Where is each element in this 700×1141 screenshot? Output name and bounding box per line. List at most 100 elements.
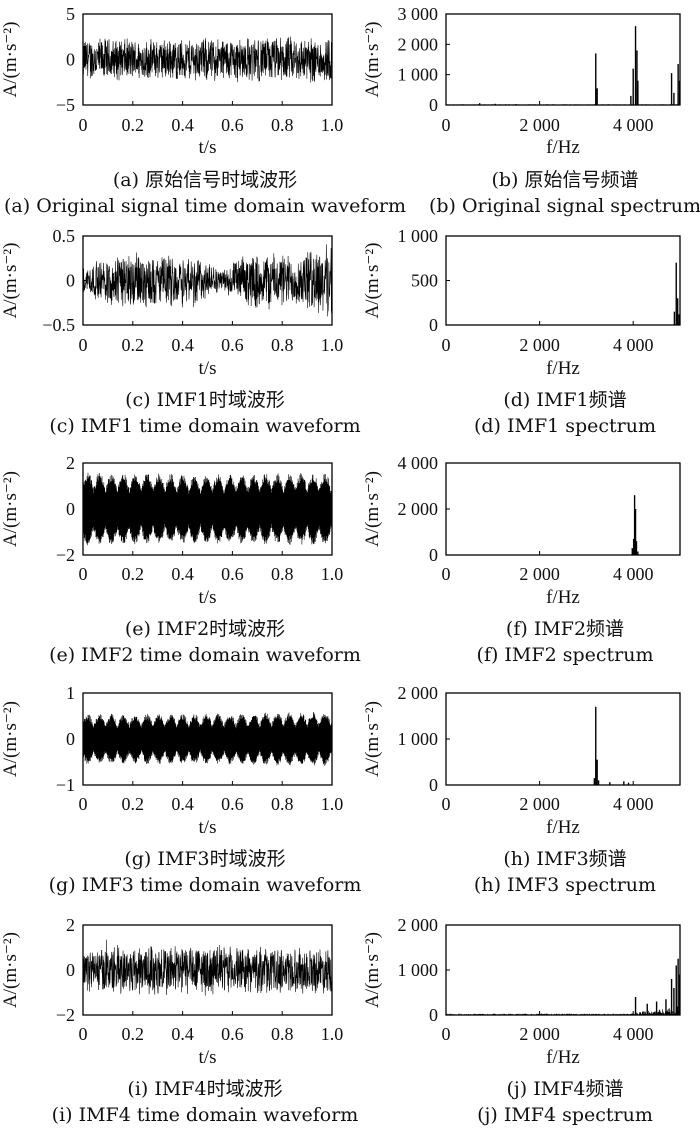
plot-frame — [445, 235, 681, 326]
y-tick-label: −0.5 — [42, 315, 75, 335]
x-axis-label: t/s — [199, 817, 217, 838]
y-tick-label: 2 000 — [398, 683, 439, 703]
y-tick-label: 1 000 — [398, 65, 439, 85]
x-tick-label: 0 — [442, 1024, 451, 1044]
x-tick-label: 2 000 — [519, 794, 560, 814]
x-tick-label: 4 000 — [613, 115, 654, 135]
series-line — [82, 244, 333, 317]
y-tick-label: 2 000 — [398, 499, 439, 519]
y-axis-label: A/(m·s⁻²) — [362, 471, 383, 547]
x-tick-label: 2 000 — [519, 564, 560, 584]
x-tick-label: 1.0 — [321, 115, 344, 135]
series-line — [82, 939, 333, 996]
x-tick-label: 1.0 — [321, 335, 344, 355]
panel-f: 0 2 000 4 000 0 2 000 4 000 f/Hz A/(m·s⁻²) (f) I… — [362, 453, 681, 666]
x-tick-label: 0.4 — [171, 564, 194, 584]
series-line — [82, 36, 333, 83]
plot-frame — [445, 924, 681, 1016]
y-tick-label: 0 — [66, 499, 75, 519]
x-tick-label: 0.6 — [221, 564, 244, 584]
x-tick-label: 0.2 — [122, 794, 145, 814]
plot-frame — [445, 462, 681, 556]
x-tick-label: 0 — [442, 335, 451, 355]
x-tick-label: 0.4 — [171, 335, 194, 355]
panel-b: 0 2 000 4 000 0 1 000 2 000 3 000 f/Hz A/(m·s⁻²)… — [362, 4, 700, 217]
caption-zh: (g) IMF3时域波形 — [124, 848, 285, 870]
y-axis-label: A/(m·s⁻²) — [0, 471, 21, 547]
x-axis-label: t/s — [199, 137, 217, 158]
caption-en: (b) Original signal spectrum — [429, 195, 700, 217]
y-axis-label: A/(m·s⁻²) — [362, 932, 383, 1008]
x-tick-label: 0.6 — [221, 1024, 244, 1044]
panel-h: 0 2 000 4 000 0 1 000 2 000 f/Hz A/(m·s⁻²) (h) I… — [362, 683, 681, 896]
y-tick-label: 0 — [429, 95, 438, 115]
y-axis-label: A/(m·s⁻²) — [0, 932, 21, 1008]
y-tick-label: 500 — [411, 271, 438, 291]
x-tick-label: 0.8 — [271, 564, 294, 584]
x-axis-label: t/s — [199, 358, 217, 379]
caption-en: (d) IMF1 spectrum — [474, 415, 656, 437]
x-tick-label: 0.2 — [122, 1024, 145, 1044]
caption-en: (c) IMF1 time domain waveform — [49, 415, 360, 437]
x-axis-label: t/s — [199, 587, 217, 608]
y-tick-label: −2 — [56, 545, 75, 565]
x-tick-label: 0.8 — [271, 115, 294, 135]
x-tick-label: 4 000 — [613, 1024, 654, 1044]
caption-en: (i) IMF4 time domain waveform — [52, 1104, 359, 1126]
x-tick-label: 0 — [79, 564, 88, 584]
caption-en: (g) IMF3 time domain waveform — [49, 874, 362, 896]
caption-zh: (a) 原始信号时域波形 — [113, 169, 297, 191]
y-tick-label: 0 — [66, 271, 75, 291]
caption-zh: (d) IMF1频谱 — [503, 389, 626, 411]
x-tick-label: 0.6 — [221, 335, 244, 355]
caption-zh: (c) IMF1时域波形 — [125, 389, 285, 411]
y-tick-label: −1 — [56, 775, 75, 795]
panel-c: 0 0.2 0.4 0.6 0.8 1.0−0.500.5t/sA/(m·s⁻²)(c) … — [0, 226, 361, 437]
x-axis-label: f/Hz — [546, 1047, 580, 1068]
y-tick-label: 0.5 — [53, 226, 76, 246]
caption-en: (e) IMF2 time domain waveform — [49, 644, 361, 666]
x-tick-label: 0 — [79, 115, 88, 135]
x-tick-label: 0.2 — [122, 564, 145, 584]
y-tick-label: 2 — [66, 453, 75, 473]
x-tick-label: 0 — [79, 335, 88, 355]
y-tick-label: 2 000 — [398, 915, 439, 935]
y-tick-label: 1 000 — [398, 729, 439, 749]
y-tick-label: 0 — [429, 545, 438, 565]
x-tick-label: 0 — [79, 794, 88, 814]
y-tick-label: 5 — [66, 4, 75, 24]
panel-d: 0 2 000 4 000 0 500 1 000 f/Hz A/(m·s⁻²) (d) IMF… — [362, 226, 681, 437]
x-tick-label: 1.0 — [321, 794, 344, 814]
x-tick-label: 4 000 — [613, 564, 654, 584]
x-tick-label: 1.0 — [321, 1024, 344, 1044]
x-tick-label: 1.0 — [321, 564, 344, 584]
caption-zh: (i) IMF4时域波形 — [127, 1078, 282, 1100]
caption-zh: (h) IMF3频谱 — [503, 848, 626, 870]
x-tick-label: 0.6 — [221, 115, 244, 135]
x-tick-label: 0.8 — [271, 794, 294, 814]
x-tick-label: 0.4 — [171, 1024, 194, 1044]
y-tick-label: −2 — [56, 1005, 75, 1025]
y-axis-label: A/(m·s⁻²) — [0, 243, 21, 319]
y-tick-label: 2 — [66, 915, 75, 935]
caption-zh: (f) IMF2频谱 — [506, 618, 624, 640]
y-tick-label: 0 — [66, 960, 75, 980]
caption-zh: (j) IMF4频谱 — [507, 1078, 624, 1100]
plot-frame — [445, 13, 681, 106]
y-axis-label: A/(m·s⁻²) — [362, 701, 383, 777]
y-axis-label: A/(m·s⁻²) — [362, 22, 383, 98]
x-axis-label: f/Hz — [546, 137, 580, 158]
y-tick-label: 1 000 — [398, 226, 439, 246]
y-axis-label: A/(m·s⁻²) — [0, 22, 21, 98]
x-tick-label: 0.8 — [271, 335, 294, 355]
x-axis-label: t/s — [199, 1047, 217, 1068]
x-tick-label: 2 000 — [519, 335, 560, 355]
y-tick-label: 1 000 — [398, 960, 439, 980]
y-tick-label: −5 — [56, 95, 75, 115]
x-tick-label: 0 — [79, 1024, 88, 1044]
x-tick-label: 0.8 — [271, 1024, 294, 1044]
plot-frame — [445, 692, 681, 786]
